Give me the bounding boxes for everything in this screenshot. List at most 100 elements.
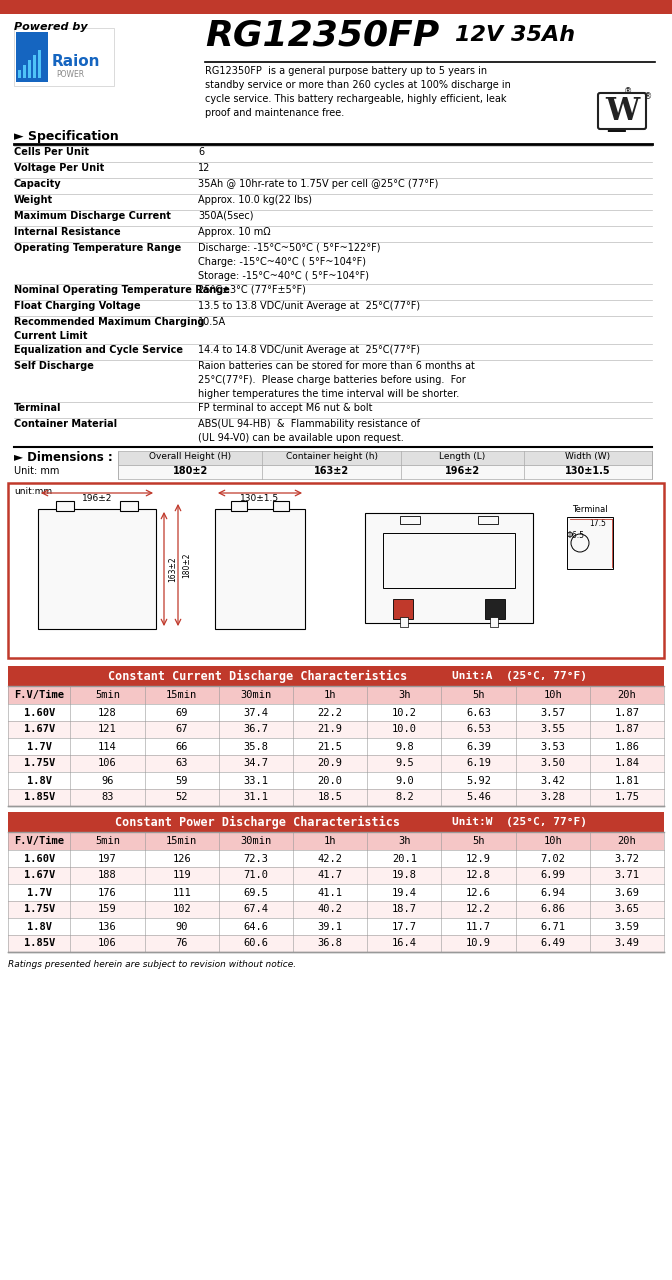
Text: 20h: 20h	[618, 836, 636, 846]
Text: Voltage Per Unit: Voltage Per Unit	[14, 163, 104, 173]
Text: 63: 63	[175, 759, 188, 768]
Text: 126: 126	[172, 854, 191, 864]
Bar	[383, 532, 515, 588]
Text: 106: 106	[98, 938, 117, 948]
Text: 3.49: 3.49	[614, 938, 639, 948]
Bar	[18, 70, 21, 78]
Bar	[485, 599, 505, 620]
Text: 31.1: 31.1	[243, 792, 268, 803]
Text: 180±2: 180±2	[182, 552, 191, 577]
Text: proof and maintenance free.: proof and maintenance free.	[205, 108, 344, 118]
Text: 3.59: 3.59	[614, 922, 639, 932]
Text: Discharge: -15°C~50°C ( 5°F~122°F): Discharge: -15°C~50°C ( 5°F~122°F)	[198, 243, 380, 253]
Text: 136: 136	[98, 922, 117, 932]
Text: 67.4: 67.4	[243, 905, 268, 914]
Bar	[38, 50, 41, 78]
Bar	[365, 513, 533, 623]
Bar	[23, 65, 26, 78]
Text: 130±1.5: 130±1.5	[241, 494, 280, 503]
Text: 13.5 to 13.8 VDC/unit Average at  25°C(77°F): 13.5 to 13.8 VDC/unit Average at 25°C(77…	[198, 301, 420, 311]
Text: 350A(5sec): 350A(5sec)	[198, 211, 253, 221]
Text: 8.2: 8.2	[395, 792, 414, 803]
Text: Ⓤ: Ⓤ	[605, 99, 627, 133]
Text: 10.5A: 10.5A	[198, 317, 226, 326]
Text: 52: 52	[175, 792, 188, 803]
Bar	[8, 739, 664, 755]
Text: 14.4 to 14.8 VDC/unit Average at  25°C(77°F): 14.4 to 14.8 VDC/unit Average at 25°C(77…	[198, 346, 420, 355]
Text: 130±1.5: 130±1.5	[565, 466, 611, 476]
Text: (UL 94-V0) can be available upon request.: (UL 94-V0) can be available upon request…	[198, 433, 404, 443]
Text: 3.53: 3.53	[540, 741, 565, 751]
Text: 1.7V: 1.7V	[27, 887, 52, 897]
Bar	[273, 500, 289, 511]
Text: 72.3: 72.3	[243, 854, 268, 864]
Text: 37.4: 37.4	[243, 708, 268, 718]
Text: 1.8V: 1.8V	[27, 776, 52, 786]
Text: cycle service. This battery rechargeable, highly efficient, leak: cycle service. This battery rechargeable…	[205, 93, 507, 104]
Text: Self Discharge: Self Discharge	[14, 361, 94, 371]
Text: 6.53: 6.53	[466, 724, 491, 735]
Text: 1.85V: 1.85V	[24, 792, 55, 803]
Text: 16.4: 16.4	[392, 938, 417, 948]
Text: 76: 76	[175, 938, 188, 948]
Bar	[8, 788, 664, 806]
Text: Current Limit: Current Limit	[14, 332, 87, 340]
Text: 20.1: 20.1	[392, 854, 417, 864]
Text: 1h: 1h	[324, 836, 336, 846]
Text: Raion batteries can be stored for more than 6 months at: Raion batteries can be stored for more t…	[198, 361, 475, 371]
Text: 3.57: 3.57	[540, 708, 565, 718]
Bar	[8, 686, 664, 704]
Bar	[567, 517, 613, 570]
Text: 5min: 5min	[95, 836, 120, 846]
Bar	[8, 884, 664, 901]
Text: 1.7V: 1.7V	[27, 741, 52, 751]
Text: 1.75: 1.75	[614, 792, 639, 803]
Text: F.V/Time: F.V/Time	[14, 690, 64, 700]
Text: 21.5: 21.5	[318, 741, 343, 751]
Text: Capacity: Capacity	[14, 179, 62, 189]
Bar	[28, 60, 31, 78]
Text: W: W	[605, 96, 639, 127]
Bar	[16, 32, 48, 82]
Text: ®: ®	[624, 87, 632, 96]
Text: 12.9: 12.9	[466, 854, 491, 864]
Text: 18.7: 18.7	[392, 905, 417, 914]
Text: 6.19: 6.19	[466, 759, 491, 768]
Text: 22.2: 22.2	[318, 708, 343, 718]
Text: 197: 197	[98, 854, 117, 864]
Text: F.V/Time: F.V/Time	[14, 836, 64, 846]
Text: 35Ah @ 10hr-rate to 1.75V per cell @25°C (77°F): 35Ah @ 10hr-rate to 1.75V per cell @25°C…	[198, 179, 438, 189]
Bar	[8, 901, 664, 918]
Text: 66: 66	[175, 741, 188, 751]
Text: Equalization and Cycle Service: Equalization and Cycle Service	[14, 346, 183, 355]
Text: 3h: 3h	[398, 690, 411, 700]
Text: Container Material: Container Material	[14, 419, 117, 429]
Text: 39.1: 39.1	[318, 922, 343, 932]
Text: 12V 35Ah: 12V 35Ah	[455, 26, 575, 45]
Text: 71.0: 71.0	[243, 870, 268, 881]
Text: 10h: 10h	[543, 836, 562, 846]
Text: ®: ®	[644, 92, 653, 101]
Text: 10.0: 10.0	[392, 724, 417, 735]
Text: unit:mm: unit:mm	[14, 486, 52, 495]
Text: 1.67V: 1.67V	[24, 870, 55, 881]
Text: Unit:A  (25°C, 77°F): Unit:A (25°C, 77°F)	[452, 671, 587, 681]
Text: 3.42: 3.42	[540, 776, 565, 786]
Text: 42.2: 42.2	[318, 854, 343, 864]
Text: 3.55: 3.55	[540, 724, 565, 735]
Text: 12.6: 12.6	[466, 887, 491, 897]
Text: Float Charging Voltage: Float Charging Voltage	[14, 301, 140, 311]
Text: 9.5: 9.5	[395, 759, 414, 768]
Text: 6.49: 6.49	[540, 938, 565, 948]
Text: Length (L): Length (L)	[439, 452, 486, 461]
Text: 1.86: 1.86	[614, 741, 639, 751]
Text: 41.7: 41.7	[318, 870, 343, 881]
Bar	[215, 509, 305, 628]
Text: 102: 102	[172, 905, 191, 914]
Text: 6: 6	[198, 147, 204, 157]
Text: Φ6.5: Φ6.5	[567, 531, 585, 540]
Text: 10.2: 10.2	[392, 708, 417, 718]
Text: 60.6: 60.6	[243, 938, 268, 948]
Text: RG12350FP: RG12350FP	[205, 18, 439, 52]
Text: 20.9: 20.9	[318, 759, 343, 768]
